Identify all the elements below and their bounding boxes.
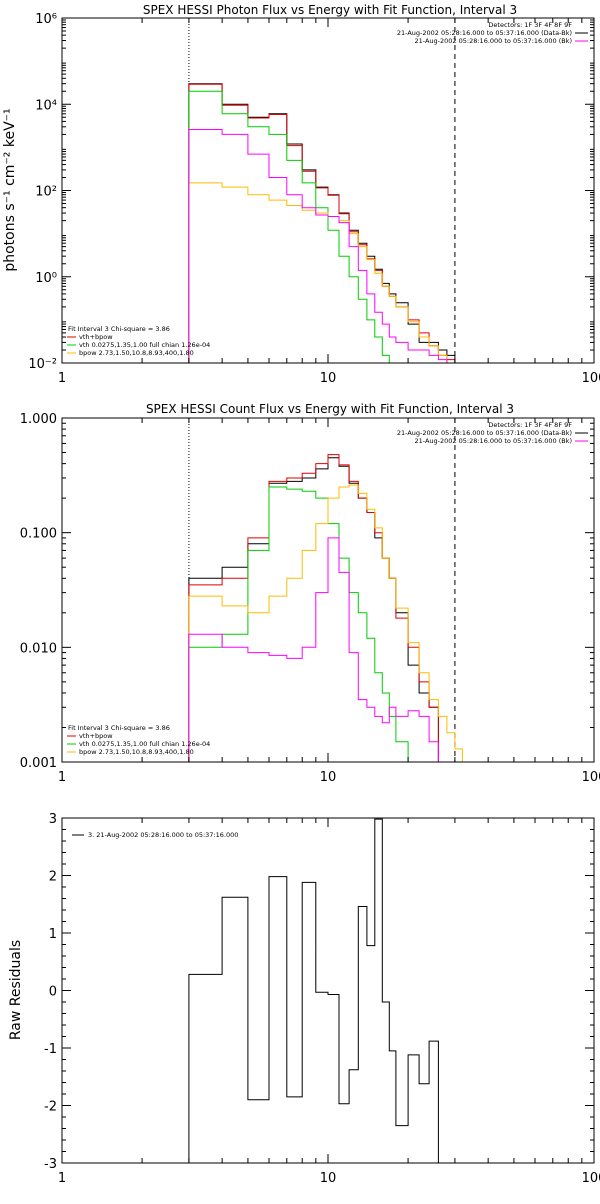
- residuals-panel: Raw Residuals 1 10 100 -3 -2 -1 0 1 2 3 3. 21-Aug-…: [8, 812, 600, 1186]
- p0-legend-right-0: Detectors: 1F 3F 4F 8F 9F: [488, 21, 572, 29]
- p0-legend-left-1: vth+bpow: [79, 333, 113, 341]
- p0-legend-left-0: Fit Interval 3 Chi-square = 3.86: [68, 325, 170, 333]
- p2-xtick-label-0: 1: [58, 1171, 66, 1186]
- p0-xtick-label-1: 10: [320, 371, 337, 386]
- p0-series-sum: [188, 83, 456, 363]
- photon-flux-panel: SPEX HESSI Photon Flux vs Energy with Fi…: [2, 3, 600, 386]
- p2-ytick-label-0: -3: [44, 1157, 57, 1172]
- photon-flux-title: SPEX HESSI Photon Flux vs Energy with Fi…: [143, 3, 517, 17]
- residuals-ylabel: Raw Residuals: [8, 940, 24, 1040]
- p0-ytick-label-4: 10⁶: [35, 12, 57, 27]
- p0-legend-right-1: 21-Aug-2002 05:28:16.000 to 05:37:16.000…: [397, 29, 572, 37]
- p1-series-bpow: [188, 484, 474, 762]
- p1-legend-right-0: Detectors: 1F 3F 4F 8F 9F: [488, 421, 572, 429]
- p0-series-total: [188, 83, 463, 363]
- p0-ytick-label-1: 10⁰: [35, 271, 57, 286]
- p0-legend-left-3: bpow 2.73,1.50,10.8,8.93,400,1.80: [79, 349, 194, 357]
- p1-xtick-label-1: 10: [320, 770, 337, 785]
- p1-legend-right-2: 21-Aug-2002 05:28:16.000 to 05:37:16.000…: [415, 437, 572, 445]
- photon-flux-ylabel: photons s⁻¹ cm⁻² keV⁻¹: [2, 108, 18, 271]
- p2-ytick-label-5: 2: [49, 870, 57, 885]
- p1-series-sum: [188, 454, 439, 762]
- p0-series-bk: [188, 129, 448, 363]
- p0-series-bpow: [188, 182, 456, 363]
- p0-xtick-label-0: 1: [58, 371, 66, 386]
- p1-legend-right-1: 21-Aug-2002 05:28:16.000 to 05:37:16.000…: [397, 429, 572, 437]
- p1-legend-left-0: Fit Interval 3 Chi-square = 3.86: [68, 724, 170, 732]
- p2-ytick-label-6: 3: [49, 812, 57, 827]
- p2-axes-frame: [61, 817, 595, 1164]
- p0-plot-area: [188, 18, 463, 363]
- p1-series-total: [188, 457, 439, 762]
- p1-ytick-label-1: 0.010: [20, 641, 57, 656]
- count-flux-title: SPEX HESSI Count Flux vs Energy with Fit…: [146, 402, 514, 416]
- p2-ytick-label-2: -1: [44, 1042, 57, 1057]
- p1-legend-left-1: vth+bpow: [79, 732, 113, 740]
- p0-legend-right-2: 21-Aug-2002 05:28:16.000 to 05:37:16.000…: [415, 37, 572, 45]
- p2-series-residual: [188, 818, 439, 1163]
- p1-series-bk: [188, 537, 439, 762]
- count-flux-panel: SPEX HESSI Count Flux vs Energy with Fit…: [20, 402, 600, 785]
- p2-xtick-label-1: 10: [320, 1171, 337, 1186]
- p2-legend-left-0: 3. 21-Aug-2002 05:28:16.000 to 05:37:16.…: [88, 831, 238, 839]
- p1-ytick-label-0: 0.001: [20, 756, 57, 771]
- p1-ytick-label-3: 1.000: [20, 412, 57, 427]
- p2-xtick-label-2: 100: [582, 1171, 600, 1186]
- p1-xtick-label-2: 100: [582, 770, 600, 785]
- p2-plot-area: [188, 818, 439, 1163]
- p1-legend-left-3: bpow 2.73,1.50,10.8,8.93,400,1.80: [79, 748, 194, 756]
- p0-ytick-label-0: 10⁻²: [28, 357, 57, 372]
- p1-legend-left-2: vth 0.0275,1.35,1.00 full chian 1.26e-04: [79, 740, 210, 748]
- p2-ytick-label-4: 1: [49, 927, 57, 942]
- p0-ytick-label-2: 10²: [35, 185, 57, 200]
- p0-xtick-label-2: 100: [582, 371, 600, 386]
- p1-xtick-label-0: 1: [58, 770, 66, 785]
- p0-legend-left-2: vth 0.0275,1.35,1.00 full chian 1.26e-04: [79, 341, 210, 349]
- p1-plot-area: [188, 418, 474, 762]
- p1-ytick-label-2: 0.100: [20, 527, 57, 542]
- p2-ytick-label-3: 0: [49, 985, 57, 1000]
- p2-ytick-label-1: -2: [44, 1100, 57, 1115]
- p0-series-vth: [188, 90, 390, 363]
- p0-ytick-label-3: 10⁴: [35, 98, 57, 113]
